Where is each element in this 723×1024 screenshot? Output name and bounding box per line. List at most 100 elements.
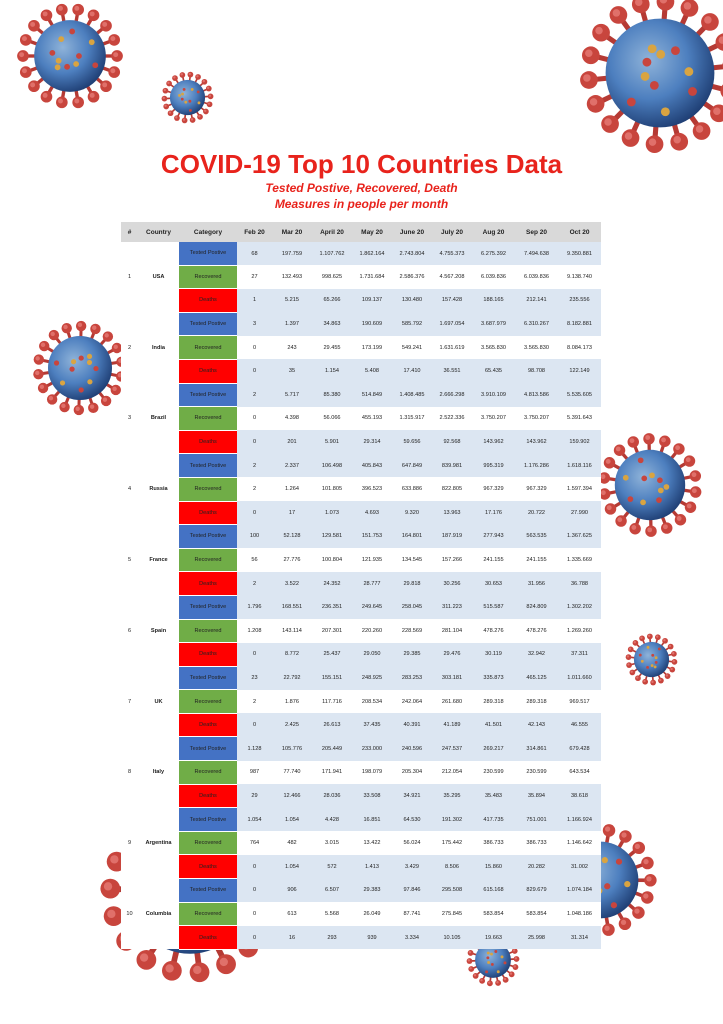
table-row: Recovered 0 4.398 56.066 455.193 1.315.917 2.5… <box>121 406 601 431</box>
table-cell: 1.107.762 <box>312 242 352 266</box>
subtitle-units: Measures in people per month <box>274 197 449 211</box>
table-cell: 465.125 <box>515 666 558 690</box>
table-cell: 679.428 <box>558 736 601 761</box>
table-cell: 248.925 <box>352 666 392 690</box>
page-title: COVID-19 Top 10 Countries Data <box>160 149 563 179</box>
table-cell: 6.039.836 <box>515 265 558 289</box>
table-cell: 5.901 <box>312 430 352 454</box>
table-cell: 205.449 <box>312 736 352 761</box>
table-cell: 197.759 <box>272 242 312 266</box>
table-cell: 1.208 <box>237 619 272 643</box>
table-row: 2 India Tested Postive 3 1.397 34.863 190.609 5… <box>121 312 601 384</box>
table-cell: 241.155 <box>472 548 515 572</box>
table-cell: 64.530 <box>392 807 432 832</box>
category-deaths-label: Deaths <box>179 430 237 455</box>
country-rank: 5 <box>121 524 138 596</box>
table-cell: 478.276 <box>515 619 558 643</box>
table-cell: 208.534 <box>352 689 392 714</box>
table-cell: 30.653 <box>472 571 515 596</box>
table-cell: 151.753 <box>352 524 392 549</box>
category-tested-label: Tested Postive <box>179 453 237 478</box>
table-cell: 1.054 <box>272 807 312 832</box>
table-cell: 106.498 <box>312 453 352 478</box>
table-cell: 187.919 <box>432 524 472 549</box>
table-cell: 1 <box>237 288 272 313</box>
table-cell: 157.266 <box>432 548 472 572</box>
subtitle-categories: Tested Postive, Recovered, Death <box>265 181 458 195</box>
category-tested-label: Tested Postive <box>179 807 237 832</box>
table-cell: 1.054 <box>272 854 312 879</box>
table-cell: 2 <box>237 453 272 478</box>
table-row: Deaths 2 3.522 24.352 28.777 29.818 30.256 30.6… <box>121 571 601 596</box>
table-cell: 201 <box>272 430 312 454</box>
table-row: Recovered 764 482 3.015 13.422 56.024 175.442 3… <box>121 831 601 856</box>
table-cell: 2.666.298 <box>432 383 472 407</box>
virus-illustration <box>625 633 678 686</box>
table-cell: 32.942 <box>515 642 558 667</box>
table-cell: 1.154 <box>312 359 352 384</box>
table-row: Deaths 0 8.772 25.437 29.050 29.385 29.476 30.1… <box>121 642 601 667</box>
table-cell: 1.631.619 <box>432 335 472 360</box>
table-row: Deaths 0 1.054 572 1.413 3.429 8.506 15.860 20.2… <box>121 854 601 880</box>
table-row: Recovered 0 243 29.455 173.199 549.241 1.631.6… <box>121 335 601 360</box>
table-cell: 998.625 <box>312 265 352 289</box>
table-cell: 386.733 <box>515 831 558 855</box>
table-cell: 52.128 <box>272 524 312 549</box>
category-tested-label: Tested Postive <box>179 736 237 762</box>
table-row: Recovered 56 27.776 100.804 121.935 134.545 15… <box>121 548 601 573</box>
table-cell: 35.483 <box>472 784 515 808</box>
table-cell: 269.217 <box>472 736 515 761</box>
table-cell: 3.750.207 <box>515 406 558 431</box>
table-cell: 1.176.286 <box>515 453 558 478</box>
table-cell: 34.863 <box>312 312 352 336</box>
table-cell: 1.073 <box>312 501 352 525</box>
table-cell: 0 <box>237 878 272 903</box>
table-cell: 143.962 <box>472 430 515 454</box>
table-cell: 122.149 <box>558 359 601 384</box>
table-cell: 0 <box>237 359 272 384</box>
table-cell: 633.886 <box>392 477 432 502</box>
table-cell: 1.011.660 <box>558 666 601 690</box>
table-row: Recovered 27 132.493 998.625 1.731.684 2.586.… <box>121 265 601 290</box>
table-cell: 25.437 <box>312 642 352 667</box>
category-recovered-label: Recovered <box>179 335 237 360</box>
table-cell: 2.425 <box>272 713 312 737</box>
covid-data-table: # Country Category Feb 20 Mar 20 April 20 May … <box>121 222 601 950</box>
category-recovered-label: Recovered <box>179 902 237 927</box>
table-cell: 1.618.116 <box>558 453 601 478</box>
table-cell: 249.645 <box>352 595 392 619</box>
table-cell: 121.935 <box>352 548 392 572</box>
table-cell: 4.755.373 <box>432 242 472 266</box>
category-deaths-label: Deaths <box>179 713 237 738</box>
table-cell: 2 <box>237 689 272 714</box>
table-row: Deaths 0 2.425 26.613 37.435 40.391 41.189 41.5… <box>121 713 601 738</box>
table-cell: 0 <box>237 430 272 454</box>
table-cell: 212.141 <box>515 288 558 313</box>
table-cell: 3.910.109 <box>472 383 515 407</box>
table-cell: 36.551 <box>432 359 472 384</box>
table-cell: 31.002 <box>558 854 601 879</box>
table-cell: 0 <box>237 854 272 879</box>
table-cell: 10.105 <box>432 925 472 950</box>
table-cell: 751.001 <box>515 807 558 832</box>
table-cell: 281.104 <box>432 619 472 643</box>
table-row: 7 UK Tested Postive 23 22.792 155.151 248.925 2… <box>121 666 601 737</box>
category-recovered-label: Recovered <box>179 760 237 785</box>
country-name: Russia <box>138 453 179 525</box>
table-cell: 198.079 <box>352 760 392 785</box>
table-cell: 969.517 <box>558 689 601 714</box>
table-cell: 3.687.979 <box>472 312 515 336</box>
table-cell: 31.956 <box>515 571 558 596</box>
table-cell: 129.581 <box>312 524 352 549</box>
table-cell: 583.854 <box>472 902 515 926</box>
table-cell: 906 <box>272 878 312 903</box>
table-cell: 1.146.642 <box>558 831 601 855</box>
table-cell: 5.391.643 <box>558 406 601 431</box>
table-cell: 2.586.376 <box>392 265 432 289</box>
table-cell: 117.716 <box>312 689 352 714</box>
table-cell: 3.565.830 <box>472 335 515 360</box>
table-cell: 275.845 <box>432 902 472 926</box>
table-cell: 29.476 <box>432 642 472 667</box>
table-cell: 261.680 <box>432 689 472 714</box>
table-cell: 572 <box>312 854 352 879</box>
